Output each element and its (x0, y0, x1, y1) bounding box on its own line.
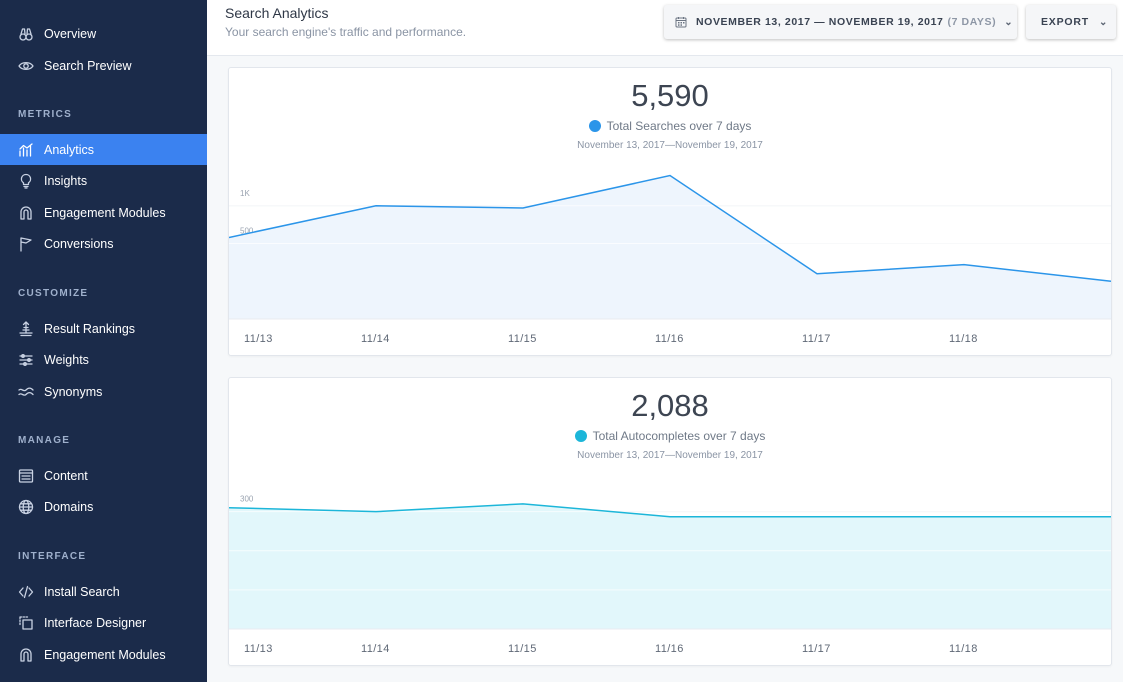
x-tick-label: 11/18 (949, 333, 978, 345)
date-range-days: (7 DAYS) (947, 16, 997, 28)
magnet-icon (17, 646, 35, 664)
sidebar-item-label: Synonyms (44, 384, 103, 399)
sidebar-item-label: Insights (44, 173, 88, 188)
x-tick-label: 11/14 (361, 643, 390, 655)
sidebar-item-engagement-modules[interactable]: Engagement Modules (0, 197, 207, 228)
sidebar-item-label: Engagement Modules (44, 205, 166, 220)
designer-icon (17, 614, 35, 632)
eye-icon (17, 57, 35, 75)
y-tick-label: 500 (240, 227, 254, 236)
x-tick-label: 11/16 (655, 333, 684, 345)
x-tick-label: 11/17 (802, 333, 831, 345)
export-button[interactable]: EXPORT ⌄ (1026, 5, 1116, 39)
sidebar-item-overview[interactable]: Overview (0, 18, 207, 49)
sidebar-item-synonyms[interactable]: Synonyms (0, 376, 207, 407)
page-subtitle: Your search engine's traffic and perform… (225, 25, 467, 39)
searches-legend-label: Total Searches over 7 days (606, 119, 752, 133)
magnet-icon (17, 204, 35, 222)
date-range-button[interactable]: NOVEMBER 13, 2017 — NOVEMBER 19, 2017 (7… (664, 5, 1017, 39)
x-tick-label: 11/16 (655, 643, 684, 655)
searches-chart-card: 5,590 Total Searches over 7 days Novembe… (228, 67, 1112, 356)
wave-icon (17, 383, 35, 401)
sidebar-item-search-preview[interactable]: Search Preview (0, 50, 207, 81)
sidebar-item-domains[interactable]: Domains (0, 491, 207, 522)
autocompletes-total: 2,088 (631, 388, 709, 423)
lightbulb-icon (17, 172, 35, 190)
x-tick-label: 11/15 (508, 643, 537, 655)
sidebar-item-conversions[interactable]: Conversions (0, 228, 207, 259)
rankings-icon (17, 320, 35, 338)
code-icon (17, 583, 35, 601)
autocompletes-chart-card: 2,088 Total Autocompletes over 7 days No… (228, 377, 1112, 666)
page-header: Search Analytics Your search engine's tr… (207, 0, 1123, 56)
sidebar-section-metrics: METRICS (18, 109, 73, 120)
autocompletes-date-range: November 13, 2017—November 19, 2017 (577, 450, 763, 461)
x-tick-label: 11/17 (802, 643, 831, 655)
legend-dot (588, 120, 601, 132)
sidebar-item-content[interactable]: Content (0, 460, 207, 491)
sidebar-item-label: Weights (44, 352, 89, 367)
sidebar-item-engagement-modules[interactable]: Engagement Modules (0, 639, 207, 670)
sliders-icon (17, 351, 35, 369)
globe-icon (17, 498, 35, 516)
legend-dot (574, 430, 587, 442)
sidebar-section-customize: CUSTOMIZE (18, 288, 89, 299)
list-icon (17, 467, 35, 485)
sidebar-item-interface-designer[interactable]: Interface Designer (0, 607, 207, 638)
series-area (229, 503, 1111, 629)
sidebar-item-install-search[interactable]: Install Search (0, 576, 207, 607)
date-range-label: NOVEMBER 13, 2017 — NOVEMBER 19, 2017 (696, 16, 944, 28)
sidebar-section-interface: INTERFACE (18, 551, 87, 562)
sidebar-item-weights[interactable]: Weights (0, 344, 207, 375)
searches-date-range: November 13, 2017—November 19, 2017 (577, 140, 763, 151)
searches-legend: Total Searches over 7 days (229, 119, 1111, 133)
sidebar-item-label: Analytics (44, 142, 95, 157)
y-tick-label: 300 (240, 495, 254, 504)
sidebar-item-result-rankings[interactable]: Result Rankings (0, 313, 207, 344)
page-title: Search Analytics (225, 5, 329, 21)
x-tick-label: 11/15 (508, 333, 537, 345)
x-tick-label: 11/18 (949, 643, 978, 655)
x-tick-label: 11/14 (361, 333, 390, 345)
sidebar-item-label: Content (44, 468, 88, 483)
calendar-icon (675, 17, 687, 28)
sidebar: Overview Search Preview METRICS Analytics In… (0, 0, 207, 682)
y-tick-label: 1K (240, 189, 250, 198)
sidebar-item-insights[interactable]: Insights (0, 165, 207, 196)
searches-chart: 500 1K 11/13 11/14 11/15 11/16 11/17 11/18 (229, 174, 1111, 345)
autocompletes-legend: Total Autocompletes over 7 days (229, 429, 1111, 443)
x-tick-label: 11/13 (244, 333, 273, 345)
binoculars-icon (17, 25, 35, 43)
sidebar-item-label: Interface Designer (44, 615, 147, 630)
sidebar-item-label: Overview (44, 26, 97, 41)
sidebar-item-label: Engagement Modules (44, 647, 166, 662)
chevron-down-icon: ⌄ (1098, 16, 1109, 28)
export-label: EXPORT (1041, 16, 1089, 28)
sidebar-item-label: Conversions (44, 236, 114, 251)
series-area (229, 175, 1111, 319)
sidebar-item-label: Install Search (44, 584, 120, 599)
sidebar-item-analytics[interactable]: Analytics (0, 134, 207, 165)
sidebar-item-label: Search Preview (44, 58, 132, 73)
chevron-down-icon: ⌄ (1004, 16, 1014, 28)
sidebar-item-label: Domains (44, 499, 94, 514)
searches-total: 5,590 (631, 78, 709, 113)
autocompletes-legend-label: Total Autocompletes over 7 days (592, 429, 766, 443)
analytics-icon (17, 141, 35, 159)
flag-icon (17, 235, 35, 253)
sidebar-section-manage: MANAGE (18, 435, 71, 446)
sidebar-item-label: Result Rankings (44, 321, 136, 336)
x-tick-label: 11/13 (244, 643, 273, 655)
